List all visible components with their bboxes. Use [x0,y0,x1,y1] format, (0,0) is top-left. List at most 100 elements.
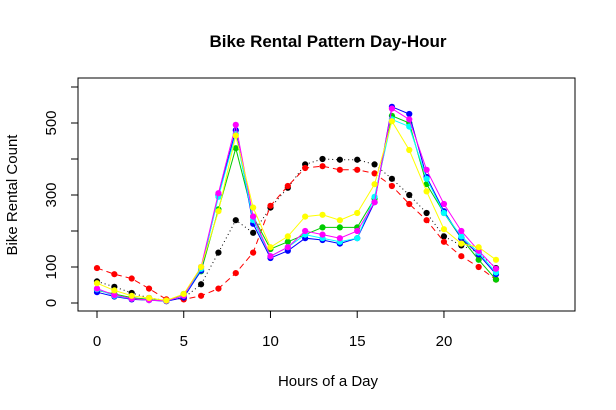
data-point [336,217,343,224]
data-point [232,145,239,152]
data-point [371,181,378,188]
data-point [440,226,448,233]
series-6 [93,118,500,304]
chart-title: Bike Rental Pattern Day-Hour [209,32,446,51]
data-point [284,244,291,251]
data-point [267,202,274,209]
x-axis: 0 5 10 15 20 [93,310,452,350]
data-point [197,292,205,299]
data-point [128,275,135,282]
x-tick-label: 10 [262,333,279,350]
series-layer [93,103,500,305]
data-point [423,166,430,173]
data-point [440,238,448,245]
data-point [215,285,222,292]
data-point [354,209,361,217]
data-point [302,213,309,220]
x-axis-label: Hours of a Day [278,373,379,390]
data-point [250,249,257,256]
data-point [423,209,430,217]
data-point [250,229,257,236]
data-point [406,146,413,154]
data-point [458,240,465,247]
data-point [180,290,187,298]
x-tick-label: 0 [93,333,101,350]
data-point [406,110,413,118]
series-2 [93,112,500,305]
series-5 [93,105,500,304]
series-line [96,119,497,301]
data-point [336,166,343,173]
data-point [302,164,309,172]
data-point [145,294,153,302]
data-point [354,227,361,235]
data-point [163,297,170,304]
data-point [284,233,291,240]
data-point [284,182,291,190]
data-point [336,224,343,231]
data-point [492,256,500,263]
series-4 [93,116,500,304]
data-point [267,253,274,260]
data-point [232,217,239,224]
data-point [319,231,326,238]
y-axis-label: Bike Rental Count [4,134,21,256]
data-point [302,227,309,235]
data-point [458,233,465,240]
data-point [232,121,239,128]
series-line [96,165,497,300]
series-line [96,118,497,302]
plot-frame [77,77,576,312]
data-point [440,200,448,208]
data-point [336,156,343,163]
data-point [388,175,396,182]
data-point [475,263,482,271]
data-point [250,213,257,220]
data-point [440,233,448,240]
data-point [319,155,326,163]
y-tick-label: 100 [43,254,60,279]
data-point [423,175,430,182]
data-point [458,227,465,235]
y-tick-label: 300 [43,182,60,207]
series-line [96,158,497,301]
data-point [93,280,101,287]
data-point [354,235,361,242]
data-point [492,276,500,283]
data-point [93,285,101,292]
data-point [371,170,378,177]
data-point [423,217,430,224]
y-axis: 0 100 300 500 [43,86,79,307]
data-point [145,285,153,292]
data-point [406,116,413,123]
data-point [232,132,239,139]
data-point [111,271,118,278]
data-point [475,256,482,263]
data-point [440,209,448,217]
data-point [336,235,343,242]
data-point [423,188,430,195]
data-point [354,156,361,163]
data-point [388,105,396,112]
data-point [215,249,222,256]
series-0 [93,155,500,304]
data-point [371,199,378,206]
data-point [111,287,118,294]
data-point [388,118,396,125]
data-point [128,292,135,299]
data-point [492,265,500,272]
data-point [475,244,482,251]
data-point [284,238,291,245]
data-point [354,166,361,173]
data-point [197,263,205,271]
data-point [215,190,222,197]
y-tick-label: 0 [43,299,60,307]
data-point [371,161,378,168]
data-point [111,291,118,299]
data-point [250,204,257,211]
x-tick-label: 5 [180,333,188,350]
data-point [319,224,326,231]
x-tick-label: 15 [349,333,366,350]
series-line [96,115,497,302]
